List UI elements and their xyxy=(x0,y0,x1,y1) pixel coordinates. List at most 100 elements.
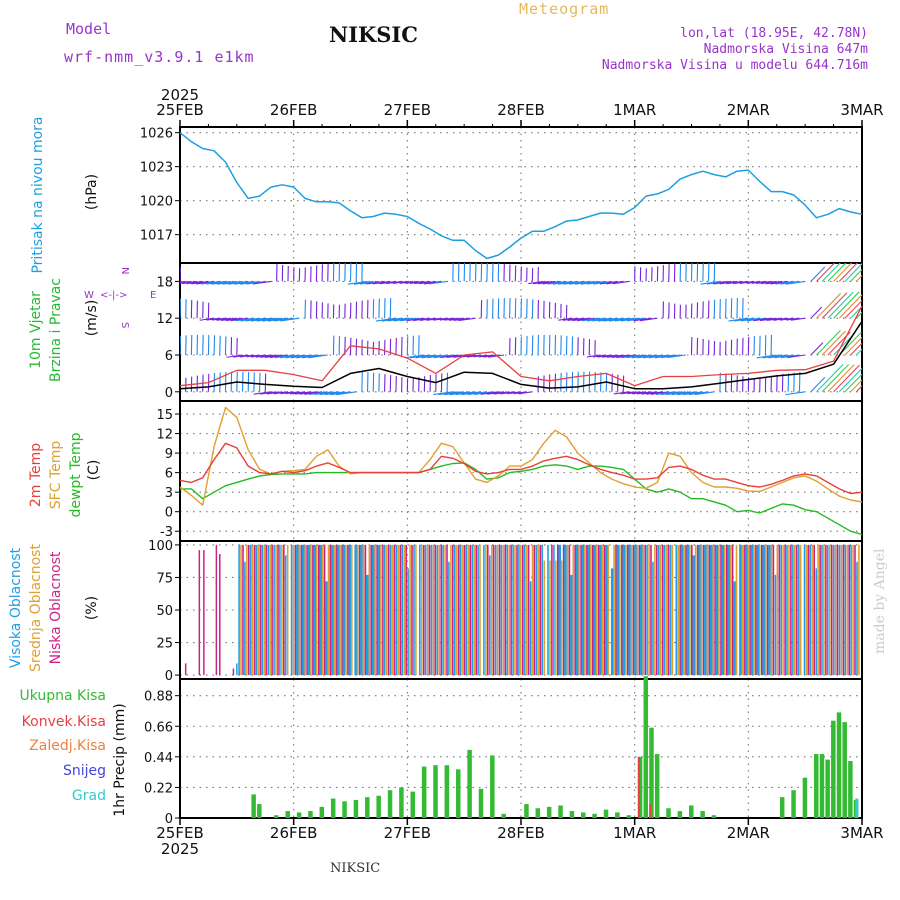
wind-barb xyxy=(221,317,237,321)
x-tick-label-top: 2MAR xyxy=(727,101,770,119)
wind-barb xyxy=(614,317,635,322)
precip-bar xyxy=(353,799,359,818)
precip-bar xyxy=(274,815,279,818)
wind-barb xyxy=(273,391,289,395)
wind-barb xyxy=(260,354,277,358)
low-cloud-label: Niska Oblacnost xyxy=(48,551,64,664)
x-tick-label-bottom: 3MAR xyxy=(840,824,883,842)
wind-barb xyxy=(602,354,618,358)
wind-barb xyxy=(228,280,249,285)
wind-barb xyxy=(785,280,806,285)
wind-barb xyxy=(567,317,584,322)
wind-barb xyxy=(768,354,789,359)
wind-barb xyxy=(274,354,294,359)
wind-barb xyxy=(654,354,675,359)
precip-bar xyxy=(342,801,347,818)
wind-barb xyxy=(603,317,624,322)
precip-bar xyxy=(836,712,842,818)
wind-barb xyxy=(211,317,226,321)
wind-barb xyxy=(810,306,823,319)
year-label-top: 2025 xyxy=(161,86,199,104)
wind-barb xyxy=(821,364,850,393)
wind-barb xyxy=(206,317,220,321)
precip-bar xyxy=(410,791,416,818)
wind-barb xyxy=(700,280,720,285)
precip-bar xyxy=(643,676,649,818)
wind-barb xyxy=(180,280,186,283)
wind-barb xyxy=(790,317,806,321)
wind-barb xyxy=(592,354,607,358)
wind-barb xyxy=(572,317,590,322)
wind-barb xyxy=(235,317,254,322)
precip-bar xyxy=(524,804,529,818)
wind-barb xyxy=(606,280,624,285)
wind-barb xyxy=(844,263,862,282)
wind-barb xyxy=(739,280,755,284)
precip-bar xyxy=(791,790,796,818)
wind-barb xyxy=(180,280,192,284)
wind-barb xyxy=(245,317,266,322)
wind-barb xyxy=(487,391,505,395)
wind-barb xyxy=(597,354,613,358)
wind-barb xyxy=(810,376,826,393)
wind-barb xyxy=(816,263,836,282)
wind-barb xyxy=(274,317,294,322)
wind-barb xyxy=(347,280,368,285)
y-tick-label: 12 xyxy=(156,428,173,443)
wind-barb xyxy=(810,266,826,282)
wind-barb xyxy=(838,263,858,282)
footer-city: NIKSIC xyxy=(330,861,381,876)
wind-barb xyxy=(474,391,493,395)
x-tick-label-top: 25FEB xyxy=(156,101,203,119)
wind-barb xyxy=(211,280,232,285)
wind-barb xyxy=(226,354,243,358)
compass-east: E xyxy=(150,290,156,301)
model-name: wrf-nmm_v3.9.1 e1km xyxy=(64,48,255,66)
wind-barb xyxy=(428,280,448,285)
precip-bar xyxy=(285,811,290,818)
wind-barb xyxy=(466,354,482,358)
wind-barb xyxy=(314,391,334,396)
wind-barb xyxy=(850,268,862,282)
precip-bar xyxy=(376,795,381,818)
wind-barb xyxy=(251,354,266,358)
precip-legend-item: Ukupna Kisa xyxy=(19,688,106,704)
precip-bar xyxy=(649,727,654,818)
wind-barb xyxy=(827,364,855,393)
wind-barb xyxy=(616,354,635,359)
wind-barb xyxy=(419,317,436,322)
convective-bar xyxy=(649,804,652,818)
wind-barb xyxy=(580,280,601,285)
y-tick-label: 0 xyxy=(165,812,173,827)
wind-barb xyxy=(677,391,698,396)
wind-barb xyxy=(786,317,800,321)
precip-bar xyxy=(592,813,597,818)
wind-barb xyxy=(246,354,260,358)
wind-barb xyxy=(821,263,841,282)
wind-barb xyxy=(587,317,607,322)
precip-bar xyxy=(399,787,404,818)
wind-barb xyxy=(636,391,652,395)
wind-barb xyxy=(746,280,760,284)
wind-barb xyxy=(280,317,300,322)
y-tick-label: 1023 xyxy=(140,161,173,176)
wind-barb xyxy=(319,391,340,396)
wind-barb xyxy=(455,391,476,396)
y-tick-label: 0.22 xyxy=(144,781,173,796)
wind-barb xyxy=(304,391,323,395)
wind-barb xyxy=(542,280,561,285)
wind-barb xyxy=(762,354,783,359)
wind-barb xyxy=(240,354,254,358)
y-tick-label: 15 xyxy=(156,408,173,423)
wind-barb xyxy=(667,354,686,359)
compass-south: S xyxy=(119,322,130,328)
precip-bar xyxy=(615,812,620,818)
wind-barb xyxy=(608,317,630,322)
wind-barb xyxy=(660,391,681,396)
wind-barb xyxy=(216,317,232,321)
wind-barb xyxy=(234,280,254,285)
wind-barb xyxy=(387,317,408,322)
t2m-label: 2m Temp xyxy=(28,443,44,507)
wind-barb xyxy=(816,329,841,356)
y-tick-label: -3 xyxy=(160,525,173,540)
